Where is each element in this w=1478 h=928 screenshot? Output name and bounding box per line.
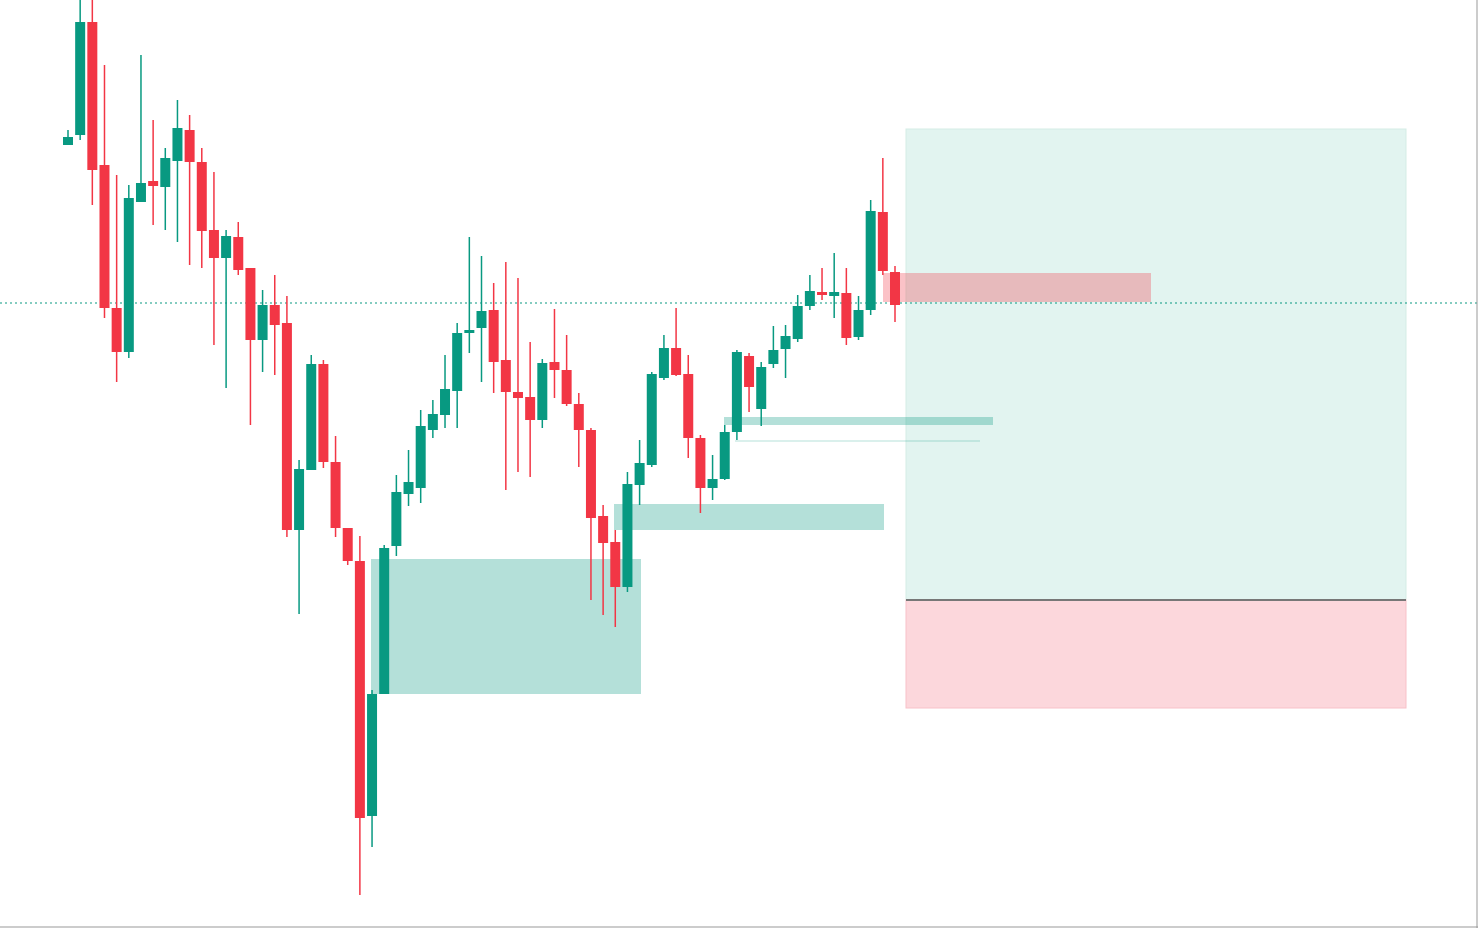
supply-zone (883, 273, 1151, 302)
candle-body (865, 211, 876, 310)
demand-zone (371, 559, 641, 694)
candle-body (427, 414, 438, 430)
candle-body (281, 323, 292, 530)
candle-body (780, 336, 791, 349)
candle-body (890, 272, 900, 305)
candle-body (695, 438, 706, 488)
candle-body (671, 348, 682, 375)
candle-body (707, 479, 718, 488)
candle-body (841, 293, 852, 338)
candle-body (561, 370, 572, 404)
candle-body (585, 430, 596, 518)
candle-body (537, 363, 548, 420)
candle-body (135, 183, 146, 202)
candle-body (75, 22, 86, 135)
candle-body (488, 310, 499, 362)
demand-zone (724, 417, 993, 425)
candle-body (658, 348, 669, 378)
candle-body (792, 306, 803, 339)
candle-body (853, 310, 864, 337)
candle-body (233, 237, 244, 270)
candle-body (756, 367, 767, 409)
candle-body (646, 374, 657, 465)
candle-body (804, 291, 815, 306)
candle-body (148, 181, 159, 186)
candle-body (549, 362, 560, 370)
candle-body (160, 158, 171, 187)
candle-body (330, 462, 341, 528)
candle-body (415, 426, 426, 488)
candle-body (403, 482, 414, 494)
candle-body (123, 198, 134, 352)
candle-body (768, 350, 779, 364)
candle-body (829, 292, 840, 296)
candle-body (63, 137, 73, 145)
candle-body (622, 484, 633, 587)
candle-body (634, 463, 645, 485)
candle-body (610, 542, 621, 587)
candle-body (452, 333, 463, 391)
candle-body (99, 165, 110, 308)
candle-body (731, 352, 742, 432)
candle-body (208, 230, 219, 258)
demand-zone (614, 504, 884, 530)
candle-body (476, 311, 487, 328)
candle-body (172, 128, 183, 161)
candle-body (464, 330, 475, 333)
candle-body (683, 374, 694, 438)
candle-body (817, 292, 828, 295)
profit-zone (905, 128, 1407, 601)
candle-body (318, 364, 329, 462)
candle-body (257, 305, 268, 340)
candle-body (196, 162, 207, 231)
candle-body (877, 212, 888, 271)
candle-body (184, 130, 195, 162)
candle-body (440, 389, 451, 415)
candle-body (269, 305, 280, 325)
candle-body (367, 694, 378, 816)
candle-body (87, 22, 98, 170)
candle-body (598, 516, 609, 543)
candle-body (306, 364, 317, 470)
candle-body (354, 561, 365, 818)
candle-body (245, 268, 256, 340)
candle-body (512, 392, 523, 398)
candle-body (573, 404, 584, 430)
candle-body (379, 548, 390, 694)
candle-body (111, 308, 122, 352)
candle-body (744, 356, 755, 387)
loss-zone (905, 599, 1407, 709)
candle-body (221, 236, 232, 258)
candle-body (294, 469, 305, 530)
candle-body (391, 492, 402, 546)
candle-body (525, 397, 536, 420)
candle-body (719, 432, 730, 479)
candle-body (342, 528, 353, 561)
candle-body (500, 360, 511, 392)
